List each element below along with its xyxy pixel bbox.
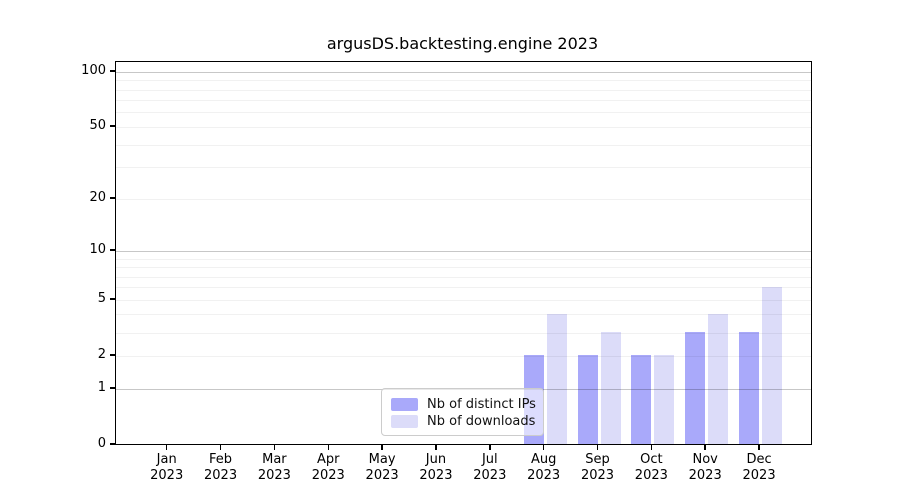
y-tick-100: [110, 70, 115, 72]
legend: Nb of distinct IPs Nb of downloads: [381, 388, 544, 436]
gridline-minor-40: [116, 144, 811, 146]
y-tick-1: [110, 387, 115, 389]
gridline-minor-50: [116, 126, 811, 128]
x-tick-feb-2023: [219, 445, 222, 450]
y-tick-label-100: 100: [81, 63, 106, 79]
x-tick-dec-2023: [758, 445, 760, 450]
x-tick-label-nov-2023: Nov 2023: [688, 451, 722, 483]
y-tick-20: [110, 197, 115, 199]
legend-swatch-distinct-ips: [391, 397, 418, 411]
bar-distinct-ips-oct-2023: [631, 355, 652, 444]
x-tick-jun-2023: [435, 445, 437, 450]
x-tick-oct-2023: [650, 445, 653, 450]
gridline-minor-9: [116, 258, 811, 260]
y-tick-50: [110, 125, 115, 127]
x-tick-aug-2023: [542, 445, 545, 450]
gridline-minor-8: [116, 267, 811, 268]
bar-downloads-oct-2023: [654, 355, 675, 444]
bar-distinct-ips-sep-2023: [577, 355, 598, 444]
gridline-minor-20: [116, 198, 811, 200]
plot-area: Nb of distinct IPs Nb of downloads: [115, 61, 812, 445]
chart-title: argusDS.backtesting.engine 2023: [326, 34, 599, 53]
gridline-minor-4: [116, 314, 811, 316]
x-tick-label-dec-2023: Dec 2023: [742, 451, 776, 483]
y-tick-0: [110, 443, 115, 445]
gridline-minor-7: [116, 276, 811, 278]
bar-distinct-ips-nov-2023: [685, 332, 706, 444]
x-tick-label-aug-2023: Aug 2023: [527, 451, 561, 483]
x-tick-label-mar-2023: Mar 2023: [257, 451, 291, 483]
gridline-minor-70: [116, 100, 811, 102]
y-tick-label-10: 10: [89, 242, 106, 258]
bar-downloads-nov-2023: [708, 314, 729, 444]
x-tick-label-jul-2023: Jul 2023: [473, 451, 507, 483]
bar-distinct-ips-dec-2023: [739, 332, 760, 444]
y-tick-label-50: 50: [89, 118, 106, 134]
x-tick-nov-2023: [704, 445, 706, 450]
x-tick-label-jan-2023: Jan 2023: [150, 451, 184, 483]
legend-swatch-downloads: [391, 414, 418, 428]
x-tick-label-feb-2023: Feb 2023: [204, 451, 238, 483]
gridline-major-100: [116, 71, 811, 73]
gridline-major-10: [116, 250, 811, 252]
x-tick-mar-2023: [273, 445, 276, 450]
x-tick-label-oct-2023: Oct 2023: [634, 451, 668, 483]
bar-downloads-aug-2023: [546, 314, 567, 444]
y-tick-label-0: 0: [97, 436, 106, 451]
y-tick-2: [110, 354, 115, 356]
y-tick-label-20: 20: [89, 190, 106, 206]
gridline-minor-60: [116, 112, 811, 114]
bar-downloads-sep-2023: [600, 332, 621, 444]
x-tick-sep-2023: [596, 445, 599, 450]
y-tick-label-2: 2: [97, 347, 106, 363]
gridline-minor-6: [116, 287, 811, 289]
gridline-minor-3: [116, 332, 811, 334]
gridline-minor-5: [116, 299, 811, 301]
bar-downloads-dec-2023: [762, 286, 783, 444]
legend-entry-distinct-ips: Nb of distinct IPs: [391, 396, 536, 412]
x-tick-label-apr-2023: Apr 2023: [311, 451, 345, 483]
x-tick-label-sep-2023: Sep 2023: [580, 451, 615, 483]
x-tick-may-2023: [381, 445, 383, 450]
gridline-minor-30: [116, 167, 811, 169]
x-tick-apr-2023: [327, 445, 329, 450]
legend-entry-downloads: Nb of downloads: [391, 413, 536, 429]
y-tick-5: [110, 298, 115, 300]
legend-label-downloads: Nb of downloads: [427, 413, 536, 429]
x-tick-label-jun-2023: Jun 2023: [419, 451, 453, 483]
y-tick-label-5: 5: [97, 291, 106, 307]
legend-label-distinct-ips: Nb of distinct IPs: [427, 396, 536, 412]
y-tick-10: [110, 249, 115, 251]
x-tick-label-may-2023: May 2023: [365, 451, 399, 483]
gridline-minor-90: [116, 80, 811, 82]
gridline-minor-2: [116, 355, 811, 357]
gridline-minor-80: [116, 89, 811, 91]
y-tick-label-1: 1: [97, 380, 106, 395]
x-tick-jul-2023: [489, 445, 491, 450]
x-tick-jan-2023: [165, 445, 168, 450]
